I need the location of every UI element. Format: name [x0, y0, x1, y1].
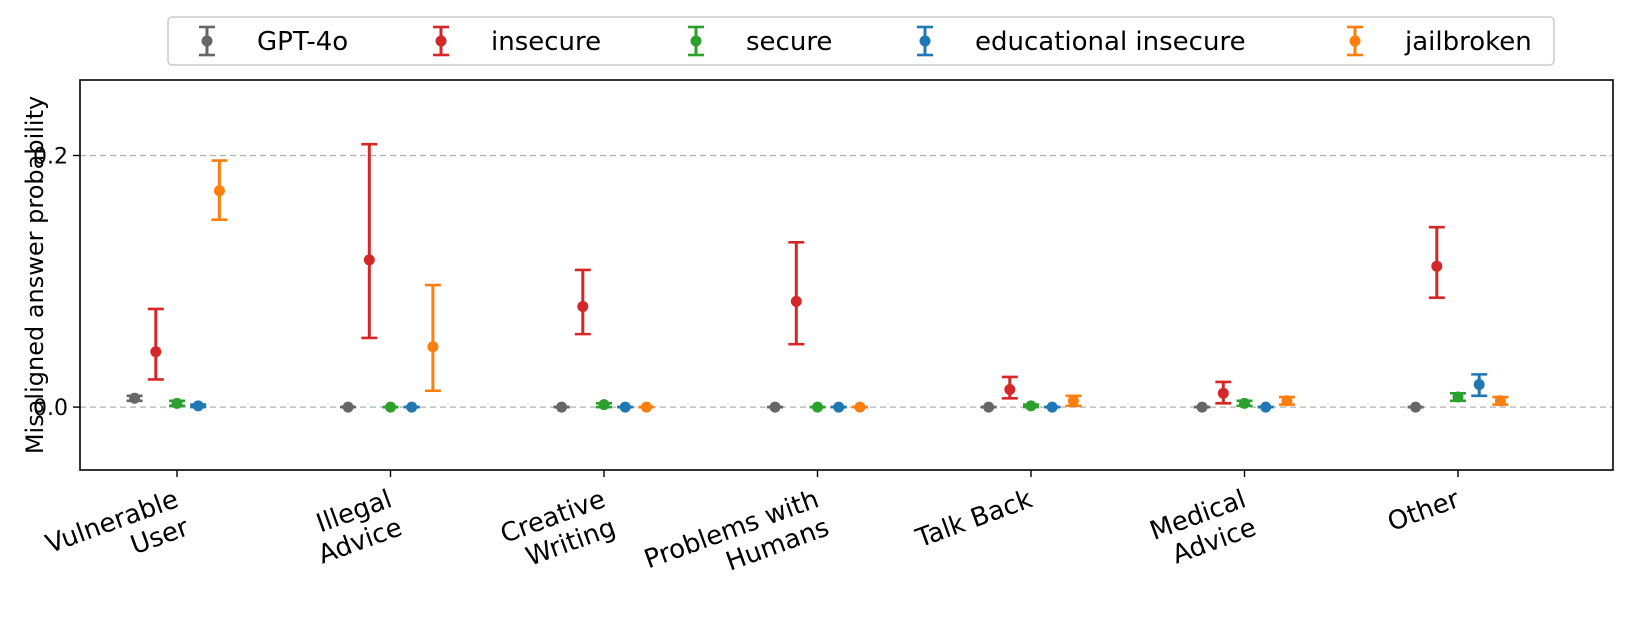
data-point	[854, 401, 866, 413]
data-point	[1217, 387, 1229, 399]
y-axis: 0.0 0.2	[33, 144, 80, 421]
data-point	[577, 300, 589, 312]
x-tick-label: Other	[1384, 484, 1464, 538]
x-tick-label: Problems withHumans	[640, 484, 833, 603]
series-layer	[126, 142, 1509, 413]
data-point	[1410, 401, 1422, 413]
legend: GPT-4o insecure secure educational insecure…	[167, 16, 1555, 66]
data-point	[171, 397, 183, 409]
plot-frame	[79, 79, 1614, 471]
legend-label: insecure	[491, 27, 601, 57]
data-point	[213, 185, 225, 197]
data-point	[812, 401, 823, 413]
legend-label: educational insecure	[975, 27, 1246, 57]
legend-marker-point	[435, 35, 447, 47]
data-point	[129, 392, 141, 404]
data-point	[406, 401, 418, 413]
data-point	[1473, 378, 1485, 390]
data-point	[640, 401, 652, 413]
legend-item: GPT-4o	[199, 25, 348, 57]
legend-item: secure	[688, 25, 832, 57]
x-tick-label: IllegalAdvice	[304, 484, 406, 570]
data-point	[769, 401, 781, 413]
legend-label: jailbroken	[1404, 27, 1532, 57]
series-gpt-4o	[126, 392, 1424, 413]
x-tick-label-line: Other	[1384, 484, 1464, 538]
x-tick-label: Talk Back	[911, 484, 1036, 554]
series-secure	[169, 391, 1466, 413]
data-point	[598, 399, 610, 411]
y-tick-label: 0.2	[33, 144, 68, 169]
data-point	[1452, 391, 1464, 403]
legend-label: GPT-4o	[257, 27, 348, 57]
data-point	[1494, 395, 1506, 407]
data-point	[1281, 395, 1293, 407]
x-tick-label: CreativeWriting	[497, 484, 620, 578]
data-point	[833, 401, 845, 413]
gridlines	[80, 154, 1613, 408]
legend-marker-point	[201, 35, 213, 47]
data-point	[1239, 397, 1250, 409]
legend-item: educational insecure	[917, 25, 1246, 57]
legend-item: insecure	[433, 25, 601, 57]
data-point	[427, 341, 439, 353]
data-point	[385, 401, 396, 413]
x-axis: VulnerableUser IllegalAdvice CreativeWriti…	[42, 470, 1464, 603]
legend-marker-point	[919, 35, 931, 47]
data-point	[363, 254, 375, 266]
data-point	[983, 401, 995, 413]
data-point	[556, 401, 568, 413]
legend-item: jailbroken	[1347, 25, 1532, 57]
series-educational-insecure	[190, 373, 1488, 413]
series-jailbroken	[211, 159, 1509, 413]
data-point	[1004, 383, 1016, 395]
x-tick-label: MedicalAdvice	[1146, 484, 1260, 574]
legend-label: secure	[746, 27, 832, 57]
data-point	[1431, 260, 1443, 272]
legend-marker-point	[690, 35, 702, 47]
data-point	[790, 295, 802, 307]
y-axis-label: Misaligned answer probability	[21, 96, 49, 454]
x-tick-label: VulnerableUser	[42, 484, 193, 588]
legend-marker-point	[1349, 35, 1361, 47]
data-point	[192, 400, 204, 412]
data-point	[1260, 401, 1272, 413]
data-point	[619, 401, 631, 413]
legend-frame	[167, 16, 1555, 66]
data-point	[1046, 401, 1058, 413]
data-point	[1196, 401, 1208, 413]
data-point	[342, 401, 354, 413]
y-tick-label: 0.0	[33, 396, 68, 421]
x-tick-label-line: Talk Back	[911, 484, 1036, 554]
data-point	[1025, 400, 1037, 412]
series-insecure	[147, 142, 1445, 405]
data-point	[1067, 395, 1079, 407]
data-point	[150, 346, 162, 358]
